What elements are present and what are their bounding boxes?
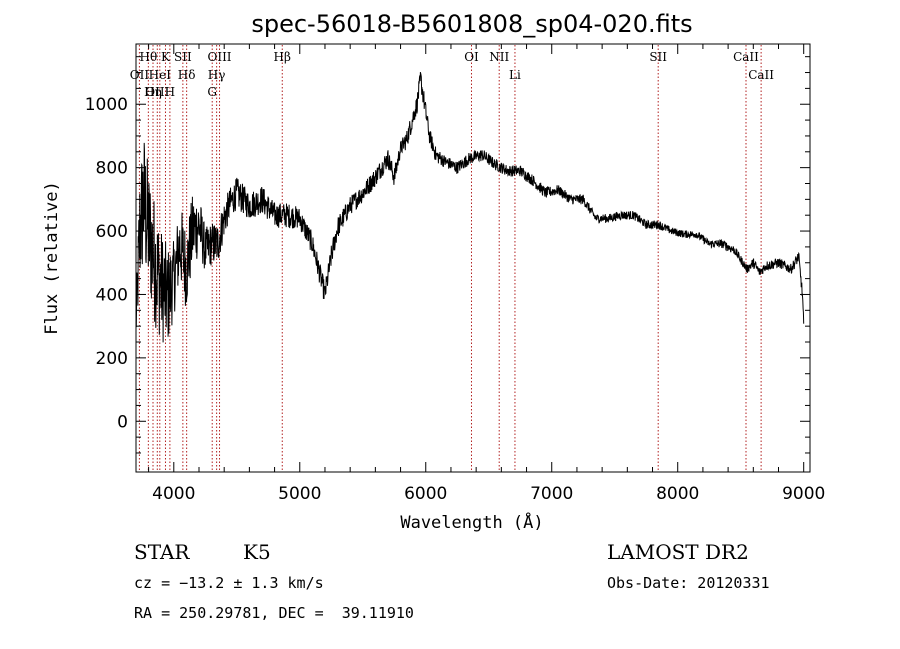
line-marker-label: G [207,85,217,99]
object-subclass: K5 [243,540,271,564]
y-tick-label: 400 [96,285,128,305]
x-tick-label: 5000 [278,484,321,504]
x-tick-label: 7000 [530,484,573,504]
line-marker-label: Hβ [274,50,291,64]
line-marker-label: H [165,85,175,99]
x-tick-label: 9000 [782,484,825,504]
coordinates-readout: RA = 250.29781, DEC = 39.11910 [134,604,414,622]
line-marker-label: Hγ [208,68,226,82]
spectrum-line [135,71,805,343]
y-tick-label: 600 [96,222,128,242]
line-marker-label: HeI [149,68,172,82]
line-marker-label: SII [174,50,192,64]
y-tick-label: 800 [96,159,128,179]
line-marker-label: Hθ [139,50,157,64]
observation-date: Obs-Date: 20120331 [607,574,770,592]
chart-title: spec-56018-B5601808_sp04-020.fits [251,10,692,38]
redshift-readout: cz = −13.2 ± 1.3 km/s [134,574,324,592]
line-marker-label: OI [464,50,479,64]
object-type: STAR [134,540,190,564]
x-axis-label: Wavelength (Å) [400,511,543,533]
emission-line-markers [138,45,762,471]
survey-name: LAMOST DR2 [607,540,749,564]
line-marker-label: CaII [748,68,774,82]
plot-frame [135,43,811,473]
line-marker-label: CaII [733,50,759,64]
line-marker-label: OII [130,68,150,82]
x-tick-label: 8000 [656,484,699,504]
axes: 4000 5000 6000 7000 8000 9000 0 200 400 600 800 100… [85,44,825,504]
line-marker-label: Li [509,68,521,82]
line-marker-label: SII [649,50,667,64]
y-tick-label: 0 [117,412,128,432]
x-tick-label: 4000 [152,484,195,504]
y-tick-label: 1000 [85,95,128,115]
line-marker-label: OIII [207,50,231,64]
y-tick-label: 200 [96,349,128,369]
line-marker-label: Hη [144,85,162,99]
line-marker-label: NII [489,50,509,64]
line-marker-label: OIII [145,85,169,99]
y-axis-label: Flux (relative) [42,181,62,335]
x-tick-label: 6000 [404,484,447,504]
line-marker-label: Hδ [178,68,196,82]
line-marker-label: K [161,50,171,64]
